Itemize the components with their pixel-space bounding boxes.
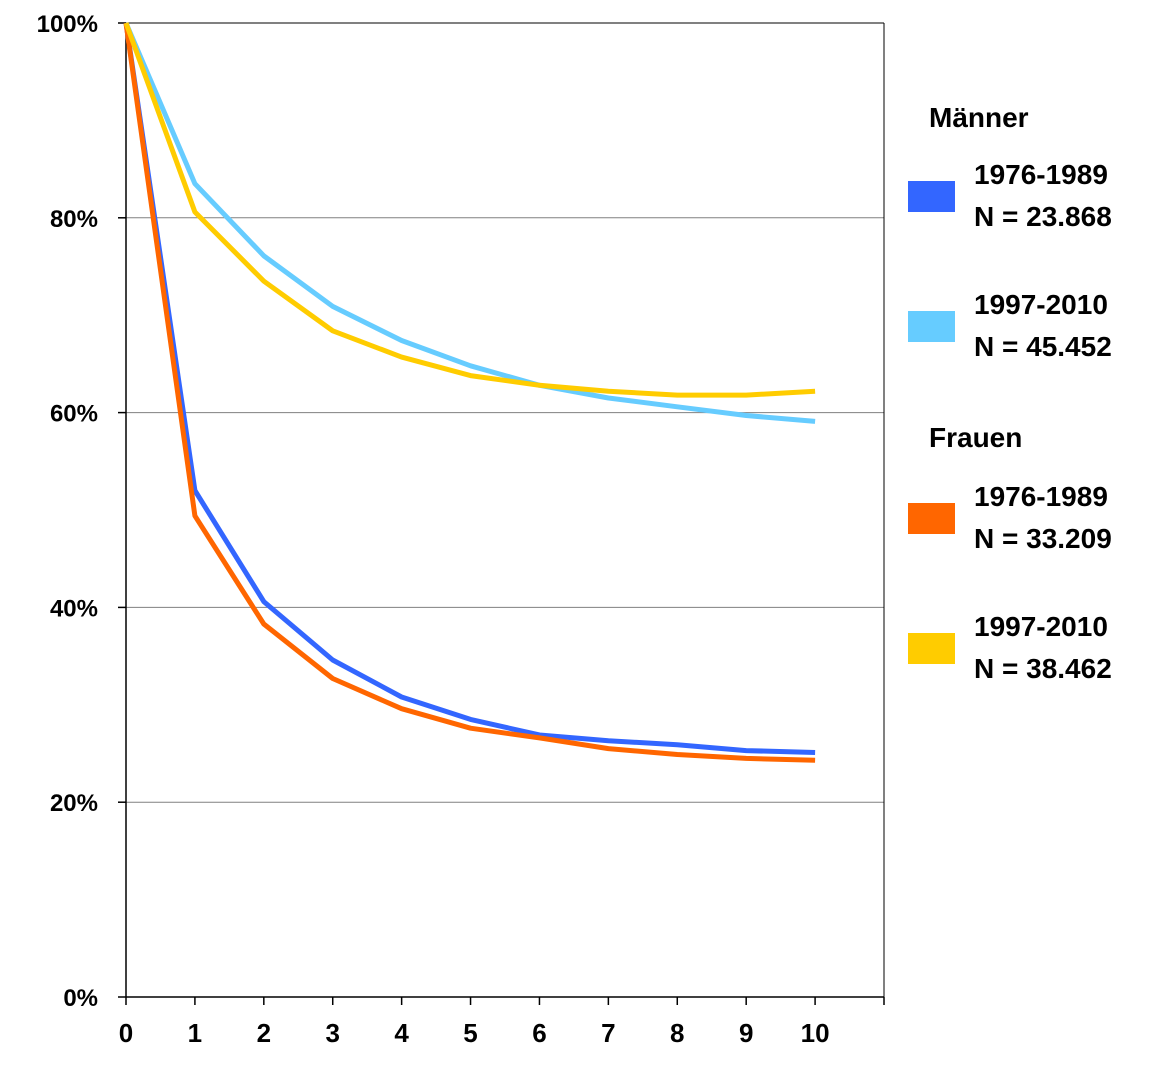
series-line-2: [123, 22, 816, 763]
gridlines: [126, 22, 884, 803]
y-tick-label: 0%: [63, 985, 98, 1012]
x-tick-label: 8: [670, 1018, 684, 1048]
legend-swatch: [908, 181, 955, 212]
y-tick-label: 100%: [37, 11, 98, 38]
legend-swatch: [908, 311, 955, 342]
legend-n-label: N = 45.452: [974, 331, 1112, 362]
legend-group-title: Männer: [929, 102, 1029, 133]
series-line-0: [123, 22, 816, 755]
legend-label: 1997-2010: [974, 611, 1108, 642]
x-tick-label: 7: [601, 1018, 615, 1048]
x-tick-label: 6: [532, 1018, 546, 1048]
legend-swatch: [908, 503, 955, 534]
series-line-1: [123, 22, 816, 424]
legend-label: 1976-1989: [974, 159, 1108, 190]
axes: [118, 22, 885, 1005]
legend-label: 1997-2010: [974, 289, 1108, 320]
x-tick-label: 0: [119, 1018, 133, 1048]
series-line-3: [123, 22, 816, 398]
x-tick-label: 10: [801, 1018, 830, 1048]
legend-group-title: Frauen: [929, 422, 1022, 453]
legend-label: 1976-1989: [974, 481, 1108, 512]
y-tick-label: 20%: [50, 790, 98, 817]
y-tick-label: 60%: [50, 401, 98, 428]
legend-n-label: N = 23.868: [974, 201, 1112, 232]
x-tick-label: 1: [188, 1018, 202, 1048]
x-tick-label: 3: [325, 1018, 339, 1048]
x-tick-label: 4: [394, 1018, 409, 1048]
y-tick-label: 40%: [50, 595, 98, 622]
legend-swatch: [908, 633, 955, 664]
x-tick-label: 2: [257, 1018, 271, 1048]
x-tick-label: 9: [739, 1018, 753, 1048]
x-tick-label: 5: [463, 1018, 477, 1048]
tick-labels: 0% 20% 40% 60% 80% 100% 0 1 2 3 4 5 6 7 8 9 10: [37, 11, 830, 1048]
series-lines: [123, 22, 816, 763]
y-tick-label: 80%: [50, 206, 98, 233]
legend-n-label: N = 33.209: [974, 523, 1112, 554]
legend: Männer 1976-1989 N = 23.868 1997-2010 N = 45…: [908, 102, 1112, 684]
legend-n-label: N = 38.462: [974, 653, 1112, 684]
